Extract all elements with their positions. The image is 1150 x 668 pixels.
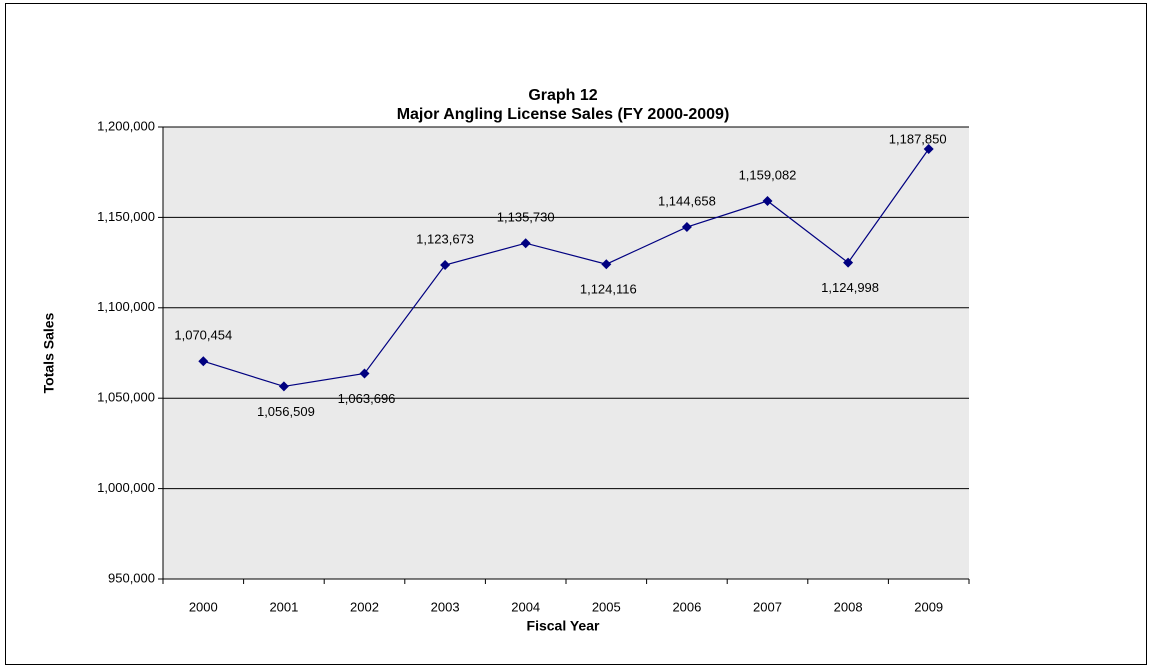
x-tick-label: 2000 xyxy=(189,599,218,614)
y-tick-label: 1,000,000 xyxy=(97,480,155,495)
marker xyxy=(681,222,692,233)
marker xyxy=(198,356,209,367)
chart-subtitle: Major Angling License Sales (FY 2000-200… xyxy=(397,106,730,123)
x-tick-label: 2003 xyxy=(431,599,460,614)
marker xyxy=(520,238,531,249)
x-tick-label: 2005 xyxy=(592,599,621,614)
chart-title: Graph 12 xyxy=(528,87,597,104)
data-label: 1,056,509 xyxy=(257,404,315,419)
data-label: 1,159,082 xyxy=(739,167,797,182)
y-tick-label: 1,100,000 xyxy=(97,299,155,314)
x-tick-label: 2007 xyxy=(753,599,782,614)
x-tick-label: 2004 xyxy=(511,599,540,614)
x-tick-label: 2001 xyxy=(269,599,298,614)
data-label: 1,144,658 xyxy=(658,193,716,208)
plot-area xyxy=(163,127,969,579)
y-tick-label: 1,200,000 xyxy=(97,118,155,133)
x-tick-label: 2009 xyxy=(914,599,943,614)
marker xyxy=(843,257,854,268)
x-tick-label: 2002 xyxy=(350,599,379,614)
x-axis-title: Fiscal Year xyxy=(527,618,600,634)
data-label: 1,187,850 xyxy=(889,131,947,146)
x-tick-label: 2008 xyxy=(834,599,863,614)
data-label: 1,135,730 xyxy=(497,210,555,225)
data-label: 1,070,454 xyxy=(174,328,232,343)
y-tick-label: 1,050,000 xyxy=(97,390,155,405)
marker xyxy=(359,368,370,379)
marker xyxy=(440,259,451,270)
data-label: 1,123,673 xyxy=(416,231,474,246)
line xyxy=(203,148,930,388)
y-tick-label: 950,000 xyxy=(108,570,155,585)
marker xyxy=(762,195,773,206)
data-label: 1,124,116 xyxy=(580,282,637,297)
marker xyxy=(601,259,612,270)
marker xyxy=(923,143,934,154)
marker xyxy=(278,381,289,392)
y-tick-label: 1,150,000 xyxy=(97,209,155,224)
data-label: 1,124,998 xyxy=(821,280,879,295)
data-label: 1,063,696 xyxy=(338,391,396,406)
y-axis-title: Totals Sales xyxy=(41,312,57,393)
x-tick-label: 2006 xyxy=(672,599,701,614)
